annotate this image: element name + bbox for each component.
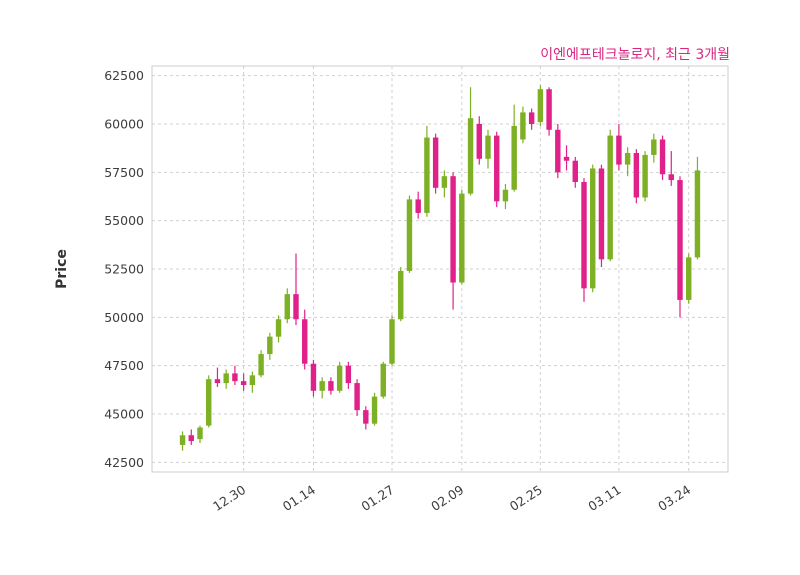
candle-body-up (686, 257, 692, 300)
candle-body-up (319, 381, 325, 391)
candle-body-down (354, 383, 360, 411)
candle-body-down (345, 365, 352, 384)
candle-body-down (555, 129, 561, 173)
candle-body-up (459, 193, 465, 283)
candle-body-up (520, 112, 526, 140)
candle-body-up (371, 396, 378, 424)
candle-body-up (275, 319, 282, 337)
candle-body-up (223, 373, 229, 384)
y-tick-label: 60000 (104, 117, 144, 132)
candle-body-up (537, 89, 544, 123)
x-tick-label: 01.14 (280, 482, 318, 514)
candle-body-down (546, 89, 552, 130)
x-tick-label: 12.30 (210, 482, 248, 514)
candle-body-down (214, 379, 221, 384)
candle-body-down (293, 294, 299, 320)
candle-body-down (415, 199, 421, 213)
y-axis-label: Price (54, 249, 70, 289)
y-tick-label: 57500 (104, 165, 144, 180)
plot-border (151, 65, 729, 473)
candle-body-down (450, 176, 456, 283)
candle-body-down (363, 410, 369, 424)
y-tick-label: 47500 (104, 358, 144, 373)
candle-body-up (590, 168, 596, 289)
x-tick-label: 02.09 (428, 482, 466, 514)
candle-body-up (511, 125, 517, 190)
candle-body-down (302, 319, 308, 364)
candle-body-up (336, 365, 343, 391)
candle-body-up (267, 336, 273, 355)
y-tick-label: 50000 (104, 310, 144, 325)
candle-body-down (494, 135, 500, 202)
candle-body-up (694, 170, 701, 258)
candle-body-down (581, 182, 587, 289)
x-tick-label: 02.25 (507, 482, 545, 514)
candle-body-down (633, 153, 640, 198)
chart-title: 이엔에프테크놀로지, 최근 3개월 (540, 47, 730, 63)
y-tick-label: 42500 (104, 455, 144, 470)
x-tick-label: 03.11 (585, 482, 623, 514)
candle-body-up (485, 135, 491, 159)
candle-body-up (467, 118, 474, 194)
candle-body-down (240, 381, 247, 385)
candle-body-down (677, 180, 683, 300)
y-tick-label: 62500 (104, 68, 144, 83)
candle-body-down (328, 381, 334, 391)
candle-body-down (432, 137, 439, 188)
candle-body-up (206, 379, 212, 426)
candle-body-down (188, 435, 194, 442)
candle-body-down (668, 174, 674, 181)
candle-body-down (232, 373, 238, 382)
candle-body-up (624, 153, 631, 165)
candle-body-down (310, 363, 317, 391)
y-tick-label: 52500 (104, 262, 144, 277)
candle-body-down (659, 139, 666, 175)
candle-body-up (607, 135, 613, 260)
candle-body-down (616, 135, 622, 165)
candle-body-up (398, 270, 404, 320)
candle-body-up (380, 363, 386, 397)
candle-body-down (528, 112, 535, 124)
candle-body-down (476, 124, 482, 159)
y-tick-label: 45000 (104, 407, 144, 422)
candle-body-up (249, 375, 256, 385)
candle-body-up (424, 137, 430, 213)
candle-body-up (389, 319, 395, 364)
candle-body-down (572, 160, 578, 182)
y-tick-label: 55000 (104, 213, 144, 228)
x-tick-label: 01.27 (358, 482, 396, 514)
candle-body-down (598, 168, 605, 260)
candle-body-up (502, 189, 509, 202)
candle-body-up (284, 294, 290, 320)
candle-body-down (563, 156, 570, 161)
candle-body-up (197, 427, 203, 440)
candle-body-up (651, 139, 657, 155)
candle-body-up (441, 176, 448, 188)
candle-body-up (179, 435, 186, 445)
candle-body-up (642, 154, 648, 198)
candle-body-up (258, 354, 264, 376)
candle-body-up (406, 199, 413, 271)
x-tick-label: 03.24 (655, 482, 693, 514)
